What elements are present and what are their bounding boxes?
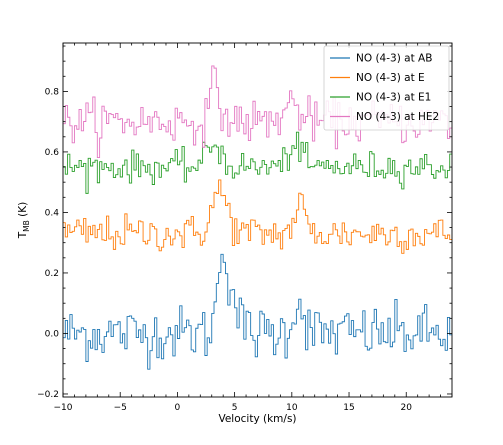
- x-axis-label: Velocity (km/s): [218, 413, 296, 425]
- series-line-3: [63, 131, 452, 194]
- y-axis-label: TMB (K): [17, 202, 31, 239]
- legend-label: NO (4-3) at HE2: [356, 111, 439, 123]
- legend-box: [323, 45, 450, 131]
- y-tick-label: 0.2: [45, 269, 59, 279]
- legend-label: NO (4-3) at E1: [356, 92, 431, 104]
- y-tick-label: 0.4: [45, 208, 60, 218]
- y-tick-label: −0.2: [37, 390, 59, 400]
- y-tick-label: 0.6: [45, 148, 60, 158]
- y-axis-label-main: T: [17, 231, 29, 239]
- x-tick-label: 10: [286, 403, 298, 413]
- x-tick-label: 15: [343, 403, 354, 413]
- legend: NO (4-3) at AB NO (4-3) at E NO (4-3) at E…: [323, 45, 450, 131]
- x-tick-label: −10: [54, 403, 73, 413]
- y-tick-label: 0.8: [45, 87, 60, 97]
- x-tick-label: 0: [175, 403, 181, 413]
- x-axis: −10 −5 0 5 10 15 20: [54, 43, 453, 413]
- y-axis-label-unit: (K): [17, 202, 29, 220]
- x-tick-label: 20: [401, 403, 413, 413]
- y-axis-label-sub: MB: [22, 220, 31, 232]
- y-tick-label: 0.0: [45, 329, 60, 339]
- x-tick-label: 5: [232, 403, 238, 413]
- series-line-2: [63, 179, 452, 254]
- legend-label: NO (4-3) at E: [356, 72, 425, 84]
- series-line-1: [63, 253, 452, 370]
- x-tick-label: −5: [114, 403, 127, 413]
- legend-label: NO (4-3) at AB: [356, 53, 432, 65]
